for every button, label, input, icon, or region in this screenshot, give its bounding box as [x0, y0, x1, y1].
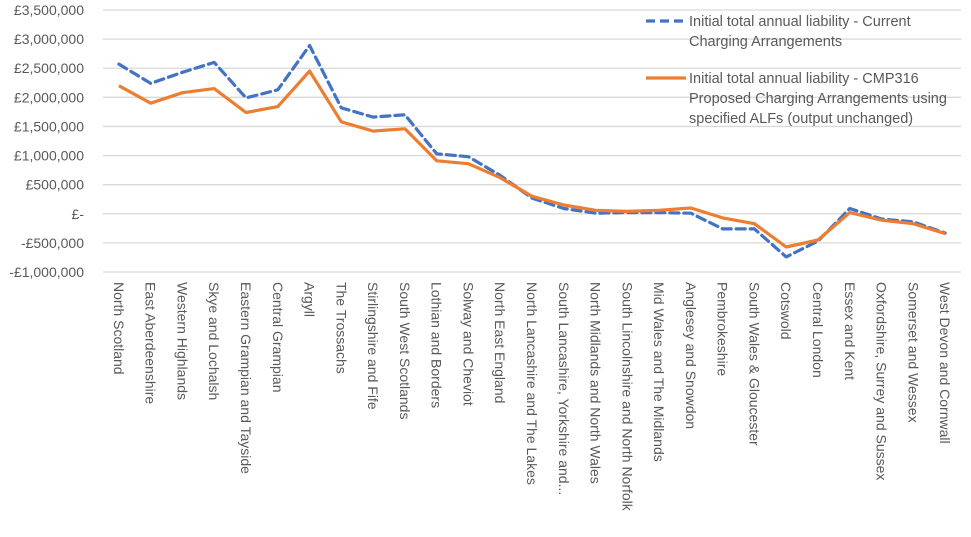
gridlines — [103, 9, 961, 273]
x-tick-label: South Wales & Gloucester — [746, 282, 762, 446]
x-tick-label: East Aberdeenshire — [143, 282, 159, 404]
y-tick-label: £1,000,000 — [14, 148, 84, 164]
x-tick-label: Mid Wales and The Midlands — [651, 282, 667, 462]
y-tick-label: £- — [72, 206, 85, 222]
y-axis-tick-labels: -£1,000,000 -£500,000 £- £500,000 £1,000,000… — [9, 2, 84, 280]
x-tick-label: Cotswold — [778, 282, 794, 340]
x-tick-label: Eastern Grampian and Tayside — [238, 282, 254, 474]
x-tick-label: Anglesey and Snowdon — [683, 282, 699, 429]
legend: Initial total annual liability - Current… — [646, 14, 947, 127]
x-tick-label: Central London — [810, 282, 826, 378]
x-tick-label: Western Highlands — [174, 282, 190, 400]
x-tick-label: Argyll — [302, 282, 318, 317]
x-tick-label: Stirlingshire and Fife — [365, 282, 381, 410]
y-tick-label: £500,000 — [26, 177, 85, 193]
x-axis-tick-labels: North Scotland East Aberdeenshire Western … — [111, 282, 953, 512]
x-tick-label: Skye and Lochalsh — [206, 282, 222, 400]
series-lines — [117, 43, 947, 259]
x-tick-label: North Lancashire and The Lakes — [524, 282, 540, 485]
y-tick-label: £3,000,000 — [14, 31, 84, 47]
legend-label: Proposed Charging Arrangements using — [689, 91, 947, 107]
x-tick-label: Oxfordshire, Surrey and Sussex — [874, 282, 890, 480]
y-tick-label: £1,500,000 — [14, 118, 84, 134]
x-tick-label: South West Scotlands — [397, 282, 413, 419]
x-tick-label: South Lincolnshire and North Norfolk — [619, 282, 635, 512]
x-tick-label: North Midlands and North Wales — [588, 282, 604, 484]
x-tick-label: North Scotland — [111, 282, 127, 375]
x-tick-label: Central Grampian — [270, 282, 286, 393]
x-tick-label: Pembrokeshire — [715, 282, 731, 376]
y-tick-label: -£500,000 — [21, 235, 84, 251]
legend-label: Initial total annual liability - CMP316 — [689, 71, 919, 87]
series-line-cmp316 — [118, 69, 946, 249]
x-tick-label: South Lancashire, Yorkshire and... — [556, 282, 572, 495]
y-tick-label: £3,500,000 — [14, 2, 84, 18]
x-tick-label: Solway and Cheviot — [460, 282, 476, 406]
x-tick-label: West Devon and Cornwall — [937, 282, 953, 444]
y-tick-label: -£1,000,000 — [9, 264, 84, 280]
legend-label: Charging Arrangements — [689, 34, 842, 50]
y-tick-label: £2,000,000 — [14, 89, 84, 105]
x-tick-label: Lothian and Borders — [429, 282, 445, 408]
y-tick-label: £2,500,000 — [14, 60, 84, 76]
x-tick-label: Essex and Kent — [842, 282, 858, 380]
x-tick-label: North East England — [492, 282, 508, 403]
x-tick-label: The Trossachs — [333, 282, 349, 374]
x-tick-label: Somerset and Wessex — [905, 282, 921, 423]
legend-label: specified ALFs (output unchanged) — [689, 111, 913, 127]
series-line-current — [117, 43, 947, 259]
legend-label: Initial total annual liability - Current — [689, 14, 911, 30]
